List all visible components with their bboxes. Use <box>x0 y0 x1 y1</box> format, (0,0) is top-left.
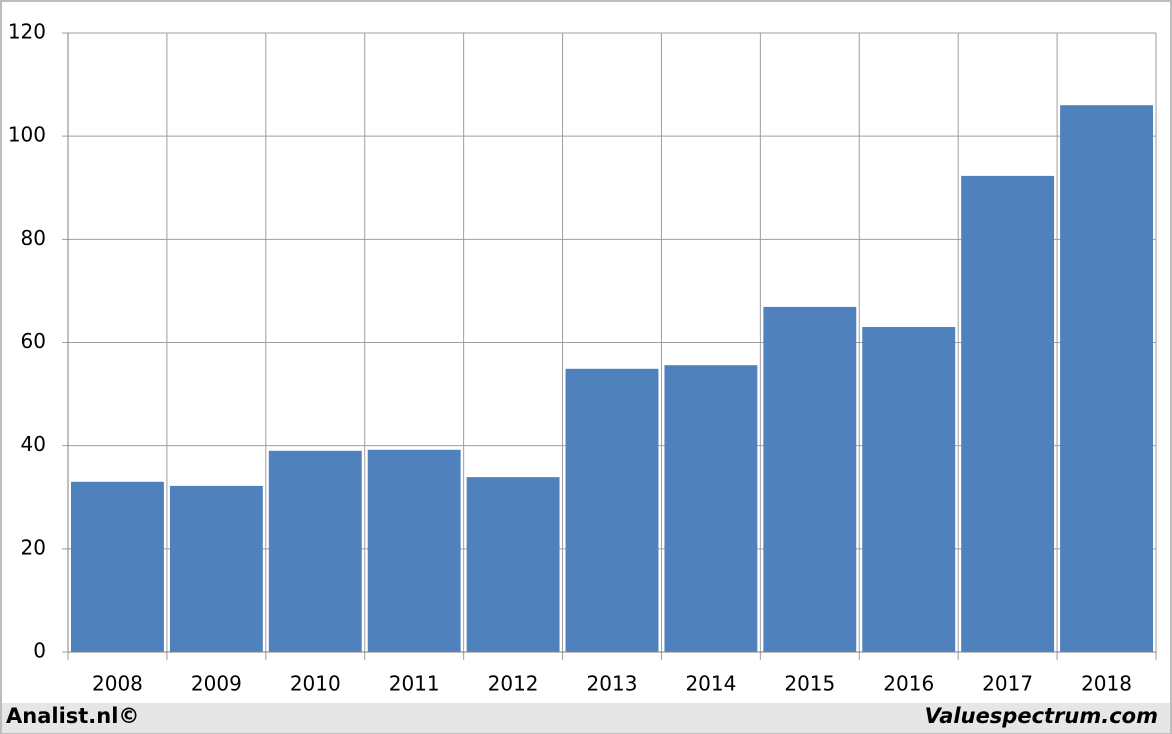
bar <box>367 449 461 652</box>
x-tick-label: 2009 <box>191 672 242 696</box>
bar <box>268 450 362 652</box>
footer-left: Analist.nl© <box>6 704 139 728</box>
y-tick-label: 120 <box>8 20 46 44</box>
x-tick-label: 2014 <box>685 672 736 696</box>
bar <box>961 175 1055 652</box>
y-tick-label: 0 <box>33 639 46 663</box>
x-tick-label: 2012 <box>488 672 539 696</box>
x-tick-label: 2018 <box>1081 672 1132 696</box>
x-tick-label: 2017 <box>982 672 1033 696</box>
bar <box>71 481 164 652</box>
bar <box>664 365 758 652</box>
x-tick-label: 2010 <box>290 672 341 696</box>
bar <box>862 327 956 652</box>
bar <box>763 306 857 652</box>
x-tick-label: 2013 <box>587 672 638 696</box>
footer-right: Valuespectrum.com <box>925 704 1158 728</box>
footer-band <box>2 703 1170 733</box>
bar <box>565 368 659 652</box>
y-tick-label: 60 <box>21 329 46 353</box>
bar <box>466 477 560 652</box>
x-tick-label: 2015 <box>784 672 835 696</box>
y-tick-label: 40 <box>21 432 46 456</box>
y-tick-label: 100 <box>8 123 46 147</box>
x-tick-label: 2016 <box>883 672 934 696</box>
x-tick-label: 2011 <box>389 672 440 696</box>
y-tick-label: 20 <box>21 535 46 559</box>
bar <box>169 485 263 652</box>
x-tick-label: 2008 <box>92 672 143 696</box>
bar <box>1060 105 1153 652</box>
y-tick-label: 80 <box>21 226 46 250</box>
